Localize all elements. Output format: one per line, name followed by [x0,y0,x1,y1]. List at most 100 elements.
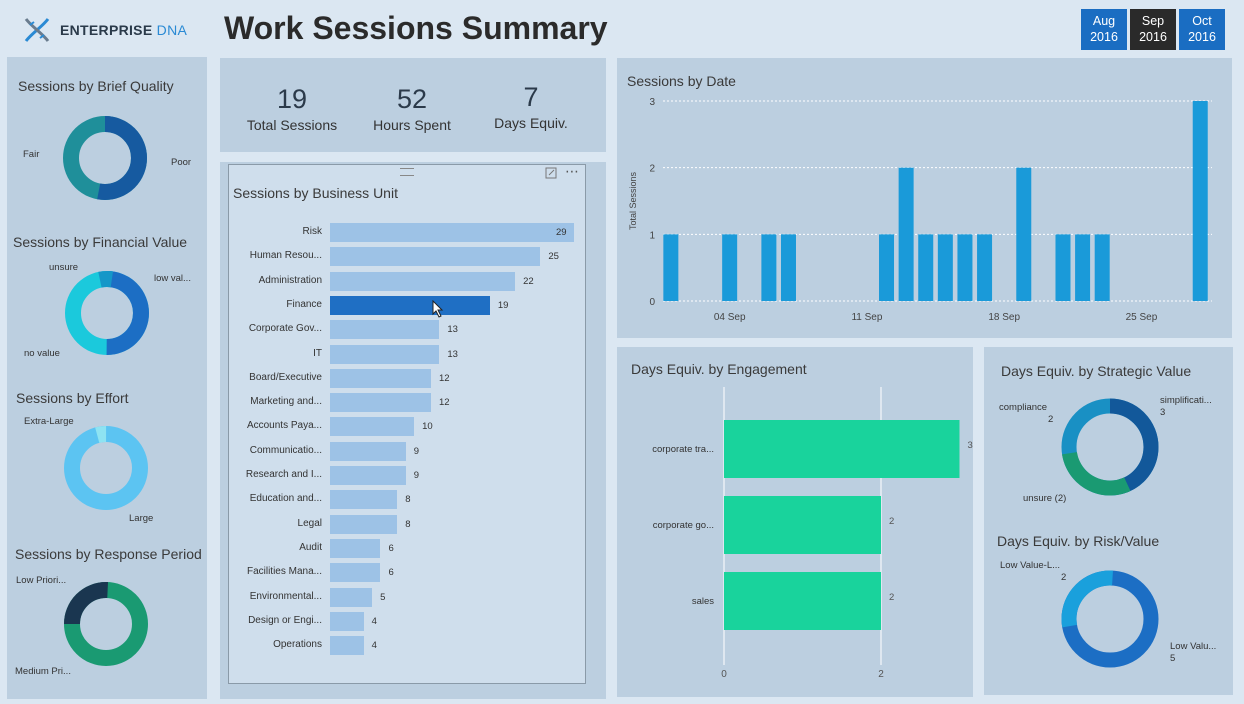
date-bar[interactable] [957,234,973,301]
donut-label: Medium Pri... [15,666,71,677]
donut-label: 3 [1160,407,1166,418]
y-axis-label: Total Sessions [628,171,638,230]
date-bar[interactable] [977,234,993,301]
date-bar[interactable] [663,234,679,301]
business-unit-bar[interactable] [330,368,431,388]
business-unit-value: 9 [413,445,420,457]
more-options-icon[interactable]: ⋯ [565,163,579,179]
business-unit-value: 8 [405,494,411,506]
business-unit-label: IT [313,347,322,359]
donut-label: Low Value-L... [1000,560,1061,571]
business-unit-bar[interactable] [330,563,381,583]
month-button-sep[interactable]: Sep 2016 [1130,9,1176,50]
business-unit-value: 4 [371,615,377,627]
business-unit-bar[interactable] [330,441,406,461]
date-bar[interactable] [1055,234,1071,301]
business-unit-label: Research and I... [245,469,322,480]
business-unit-bar[interactable] [330,636,364,656]
business-unit-card[interactable]: ⋯ Sessions by Business Unit Risk 29 Human … [228,163,587,685]
month-label: Oct [1192,14,1212,28]
date-bar[interactable] [1094,234,1110,301]
business-unit-bar[interactable] [330,417,415,437]
date-bar[interactable] [937,234,953,301]
business-unit-bar[interactable] [330,611,364,631]
effort-donut[interactable] [61,423,151,513]
date-bar[interactable] [722,234,738,301]
risk-value-donut[interactable] [1058,567,1162,671]
category-label: corporate tra... [652,444,714,455]
strategic-value-donut[interactable] [1058,395,1162,499]
engagement-bar[interactable] [724,572,881,630]
drag-handle-icon[interactable] [400,168,414,176]
date-bar[interactable] [918,234,934,301]
engagement-chart[interactable]: 0 2 corporate tra... 3 corporate go... 2 sales… [617,347,973,697]
business-unit-value: 12 [438,397,450,409]
business-unit-label: Facilities Mana... [246,566,322,578]
x-tick-label: 11 Sep [851,312,882,323]
business-unit-title: Sessions by Business Unit [233,185,398,201]
engagement-title: Days Equiv. by Engagement [631,361,807,377]
business-unit-value: 4 [371,640,377,652]
brief-quality-donut[interactable] [60,113,150,203]
business-unit-bar[interactable] [330,538,381,558]
date-bar[interactable] [780,234,796,301]
business-unit-value: 19 [497,299,509,311]
business-unit-value: 29 [556,227,567,238]
month-year: 2016 [1090,30,1118,44]
cursor-icon [432,300,444,318]
business-unit-value: 6 [388,567,394,579]
business-unit-bar[interactable] [330,490,398,510]
y-tick-label: 3 [649,97,655,108]
donut-label: 2 [1061,572,1067,583]
date-bar[interactable] [1075,234,1091,301]
business-unit-label: Environmental... [249,590,322,602]
month-year: 2016 [1188,30,1216,44]
business-unit-bar[interactable] [330,466,406,485]
business-unit-bar[interactable] [330,271,516,291]
business-unit-bar[interactable] [330,514,398,534]
donut-label: Low Priori... [16,575,67,586]
sessions-by-date-chart[interactable]: 0 1 2 3 Total Sessions 04 Sep 11 Sep 18 Sep 25 S… [617,58,1232,338]
business-unit-value: 9 [413,470,420,481]
engagement-bar[interactable] [724,420,960,478]
donut-label: Low Valu... [1170,641,1217,652]
business-unit-bar[interactable] [330,295,490,315]
financial-value-donut[interactable] [62,268,152,358]
sessions-by-date-title: Sessions by Date [627,73,736,89]
date-bar[interactable] [1192,101,1208,301]
business-unit-bar[interactable] [330,223,574,242]
x-tick-label: 2 [878,669,884,680]
donut-label: unsure [49,262,79,273]
date-bar[interactable] [761,234,777,301]
donut-label: 2 [1048,414,1054,425]
business-unit-label: Finance [286,298,322,310]
month-button-oct[interactable]: Oct 2016 [1179,9,1225,50]
business-unit-value: 8 [405,518,411,530]
donut-label: Extra-Large [24,416,74,427]
response-period-donut[interactable] [61,579,151,669]
business-unit-bar[interactable] [330,247,541,267]
response-period-title: Sessions by Response Period [15,546,202,562]
focus-mode-icon[interactable] [545,167,557,179]
x-tick-label: 0 [721,669,727,680]
date-bar[interactable] [1016,167,1032,301]
date-bar[interactable] [898,167,914,301]
strategic-value-title: Days Equiv. by Strategic Value [1001,363,1192,379]
kpi-label: Hours Spent [373,117,451,133]
donut-label: compliance [999,402,1048,413]
date-bar[interactable] [879,234,895,301]
business-unit-bar[interactable] [330,393,431,413]
month-button-aug[interactable]: Aug 2016 [1081,9,1127,50]
category-label: sales [692,596,714,607]
engagement-bar[interactable] [724,496,881,554]
y-tick-label: 1 [649,230,655,241]
business-unit-bar[interactable] [330,320,440,340]
business-unit-value: 5 [380,591,386,603]
business-unit-label: Corporate Gov... [248,323,322,335]
business-unit-bar[interactable] [330,344,440,364]
business-unit-label: Board/Executive [249,371,322,383]
business-unit-bar[interactable] [330,587,373,607]
kpi-days-equiv: 7 Days Equiv. [481,82,581,131]
page-title: Work Sessions Summary [224,10,608,46]
business-unit-chart: Risk 29 Human Resou... 25 Administration 22 Fi… [229,165,587,685]
